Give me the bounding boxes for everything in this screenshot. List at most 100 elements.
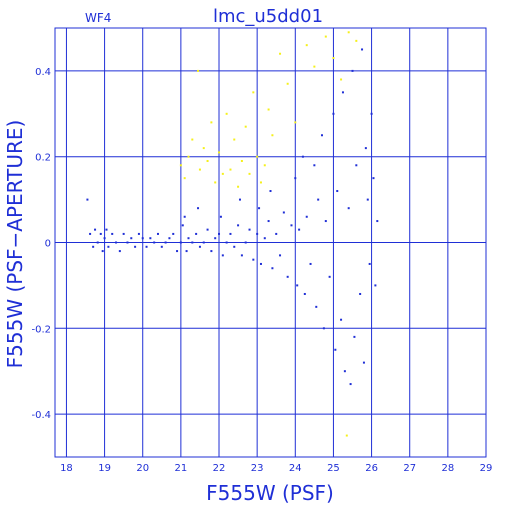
data-point-blue xyxy=(105,228,108,231)
data-point-yellow xyxy=(198,168,201,171)
data-point-blue xyxy=(145,245,148,248)
data-point-blue xyxy=(153,241,156,244)
data-point-blue xyxy=(322,327,325,330)
data-point-yellow xyxy=(214,181,217,184)
data-point-blue xyxy=(103,237,106,240)
data-point-yellow xyxy=(263,164,266,167)
data-point-blue xyxy=(372,177,375,180)
data-point-blue xyxy=(172,232,175,235)
data-point-blue xyxy=(361,48,364,51)
data-point-blue xyxy=(320,134,323,137)
data-point-blue xyxy=(258,207,261,210)
data-point-blue xyxy=(118,250,121,253)
data-point-yellow xyxy=(183,177,186,180)
y-tick-label: 0.2 xyxy=(35,153,51,164)
data-point-blue xyxy=(179,241,182,244)
data-point-blue xyxy=(341,91,344,94)
data-point-blue xyxy=(353,335,356,338)
data-point-yellow xyxy=(313,65,316,68)
data-point-blue xyxy=(164,241,167,244)
data-point-blue xyxy=(290,224,293,227)
data-point-blue xyxy=(219,215,222,218)
data-point-blue xyxy=(197,207,200,210)
data-point-yellow xyxy=(240,159,243,162)
data-point-yellow xyxy=(210,121,213,124)
data-point-yellow xyxy=(286,82,289,85)
data-point-blue xyxy=(332,112,335,115)
plot-frame xyxy=(54,27,487,458)
data-point-blue xyxy=(244,241,247,244)
data-point-yellow xyxy=(347,31,350,34)
data-point-blue xyxy=(317,198,320,201)
data-point-blue xyxy=(240,254,243,257)
x-axis-label: F555W (PSF) xyxy=(206,481,334,505)
data-point-blue xyxy=(263,237,266,240)
data-point-blue xyxy=(351,69,354,72)
data-point-blue xyxy=(185,250,188,253)
data-point-blue xyxy=(168,237,171,240)
data-point-blue xyxy=(359,292,362,295)
data-point-yellow xyxy=(237,185,240,188)
data-point-yellow xyxy=(229,168,232,171)
data-point-blue xyxy=(364,147,367,150)
data-point-blue xyxy=(96,241,99,244)
data-point-blue xyxy=(89,232,92,235)
data-point-blue xyxy=(122,232,125,235)
data-point-blue xyxy=(160,245,163,248)
x-tick-label: 23 xyxy=(251,463,264,474)
data-point-blue xyxy=(362,361,365,364)
data-point-blue xyxy=(181,224,184,227)
data-point-blue xyxy=(315,305,318,308)
data-point-blue xyxy=(269,190,272,193)
y-tick-label: 0 xyxy=(45,239,51,250)
data-point-yellow xyxy=(191,138,194,141)
data-point-blue xyxy=(198,245,201,248)
grid-lines xyxy=(55,28,486,457)
data-point-blue xyxy=(191,241,194,244)
data-point-blue xyxy=(187,237,190,240)
data-point-yellow xyxy=(225,112,228,115)
x-tick-label: 19 xyxy=(98,463,111,474)
chart-title: lmc_u5dd01 xyxy=(213,6,323,27)
data-point-blue xyxy=(101,250,104,253)
data-point-blue xyxy=(374,284,377,287)
data-point-blue xyxy=(252,258,255,261)
data-point-yellow xyxy=(294,121,297,124)
data-point-yellow xyxy=(256,155,259,158)
data-point-blue xyxy=(92,245,95,248)
data-point-yellow xyxy=(340,78,343,81)
y-tick-label: -0.4 xyxy=(31,410,51,421)
data-point-blue xyxy=(218,232,221,235)
data-point-blue xyxy=(347,207,350,210)
data-point-blue xyxy=(349,383,352,386)
data-point-blue xyxy=(340,318,343,321)
data-point-blue xyxy=(107,245,110,248)
data-point-blue xyxy=(111,232,114,235)
data-point-blue xyxy=(149,237,152,240)
data-point-yellow xyxy=(345,434,348,437)
y-axis-label: F555W (PSF−APERTURE) xyxy=(3,120,27,369)
data-point-yellow xyxy=(248,172,251,175)
data-point-blue xyxy=(267,220,270,223)
data-point-blue xyxy=(248,228,251,231)
data-point-yellow xyxy=(271,134,274,137)
data-point-blue xyxy=(343,370,346,373)
data-point-blue xyxy=(368,262,371,265)
data-point-blue xyxy=(126,241,129,244)
data-point-yellow xyxy=(305,44,308,47)
data-point-yellow xyxy=(179,164,182,167)
data-point-blue xyxy=(202,241,205,244)
x-tick-label: 22 xyxy=(213,463,226,474)
data-point-blue xyxy=(298,228,301,231)
panel-label: WF4 xyxy=(85,11,111,25)
data-point-blue xyxy=(99,232,102,235)
x-tick-label: 24 xyxy=(289,463,302,474)
y-tick-label: -0.2 xyxy=(31,324,51,335)
data-point-blue xyxy=(183,215,186,218)
x-tick-label: 26 xyxy=(365,463,378,474)
data-point-blue xyxy=(355,164,358,167)
data-point-blue xyxy=(237,224,240,227)
data-point-yellow xyxy=(267,108,270,111)
x-tick-label: 28 xyxy=(441,463,454,474)
